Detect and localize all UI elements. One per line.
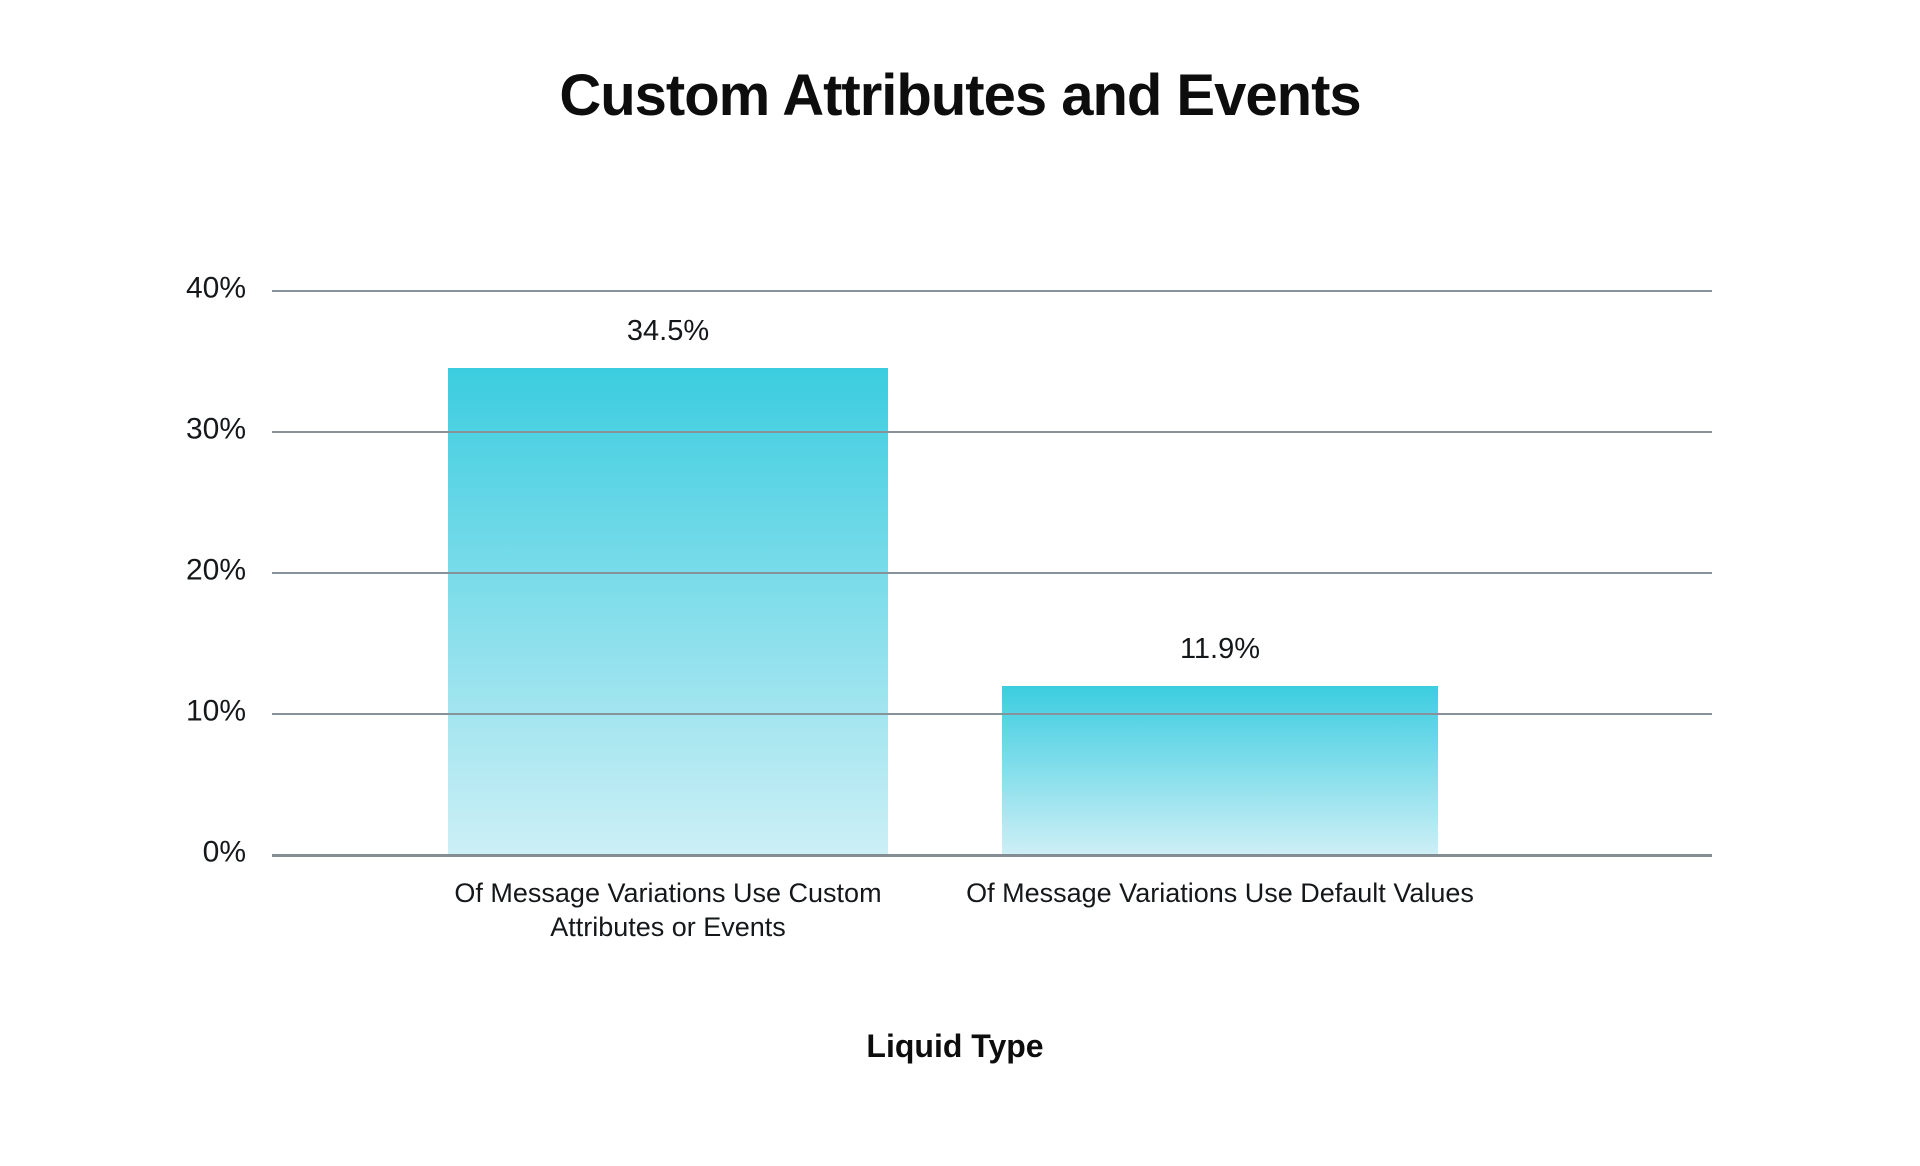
x-axis-title: Liquid Type bbox=[866, 1028, 1044, 1064]
chart-title: Custom Attributes and Events bbox=[559, 63, 1361, 128]
gridline bbox=[272, 572, 1712, 574]
bar-group-custom-attributes: 34.5% Of Message Variations Use Custom A… bbox=[448, 290, 888, 942]
y-tick-label: 0% bbox=[202, 835, 246, 869]
gridline bbox=[272, 290, 1712, 292]
gridline bbox=[272, 713, 1712, 715]
bar-value-label: 11.9% bbox=[1179, 633, 1261, 666]
plot-area: 34.5% Of Message Variations Use Custom A… bbox=[186, 272, 1712, 942]
y-tick-label: 40% bbox=[185, 271, 246, 305]
bar-default-values bbox=[1002, 686, 1438, 854]
x-axis-baseline bbox=[272, 854, 1712, 857]
y-tick-label: 30% bbox=[185, 412, 246, 446]
y-tick-label: 10% bbox=[185, 694, 246, 728]
gridline bbox=[272, 431, 1712, 433]
bar-value-label: 34.5% bbox=[626, 314, 710, 347]
bar-category-label: Of Message Variations Use Custom Attribu… bbox=[454, 878, 882, 942]
y-tick-label: 20% bbox=[185, 553, 246, 587]
bar-category-label: Of Message Variations Use Default Values bbox=[966, 878, 1474, 908]
bar-custom-attributes bbox=[448, 367, 888, 854]
